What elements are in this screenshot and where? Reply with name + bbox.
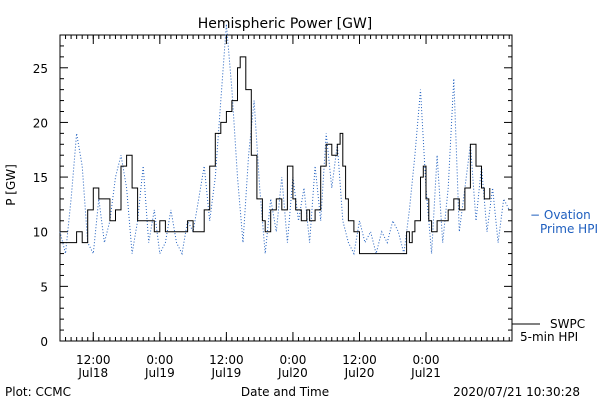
footer-timestamp: 2020/07/21 10:30:28: [453, 385, 580, 399]
y-tick-label: 25: [33, 62, 48, 76]
legend-swpc: SWPC 5-min HPI: [512, 317, 585, 344]
chart-title: Hemispheric Power [GW]: [198, 16, 373, 32]
y-tick-label: 20: [33, 116, 48, 130]
x-tick-label-time: 0:00: [413, 353, 440, 367]
plot-frame: [59, 34, 513, 342]
y-tick-label: 5: [40, 280, 48, 294]
y-tick-label: 10: [33, 226, 48, 240]
footer-plot-source: Plot: CCMC: [5, 385, 71, 399]
x-tick-label-time: 0:00: [279, 353, 306, 367]
swpc-series-line: [60, 56, 491, 255]
x-tick-label-date: Jul20: [277, 366, 308, 380]
x-tick-label-date: Jul19: [211, 366, 242, 380]
x-axis-ticks: 12:00Jul180:00Jul1912:00Jul190:00Jul2012…: [59, 35, 510, 380]
y-tick-label: 15: [33, 171, 48, 185]
x-tick-label-time: 12:00: [209, 353, 244, 367]
y-tick-label: 0: [40, 335, 48, 349]
y-axis-label: P [GW]: [4, 164, 18, 206]
x-tick-label-time: 12:00: [342, 353, 377, 367]
legend-ovation-line2: Prime HPI: [540, 222, 598, 236]
x-tick-label-date: Jul21: [410, 366, 441, 380]
series-layer: [59, 24, 510, 256]
legend-swpc-line1: SWPC: [550, 317, 585, 331]
legend-ovation: − Ovation Prime HPI: [530, 208, 598, 236]
x-axis-label: Date and Time: [241, 385, 329, 399]
ovation-series-line: [59, 24, 510, 256]
legend-swpc-line2: 5-min HPI: [520, 330, 578, 344]
legend-ovation-line1: − Ovation: [530, 208, 591, 222]
x-tick-label-time: 0:00: [146, 353, 173, 367]
y-axis-ticks: 0 5 10 15 20 25: [33, 34, 512, 349]
x-tick-label-time: 12:00: [76, 353, 111, 367]
x-tick-label-date: Jul18: [77, 366, 108, 380]
x-tick-label-date: Jul19: [144, 366, 175, 380]
x-tick-label-date: Jul20: [344, 366, 375, 380]
